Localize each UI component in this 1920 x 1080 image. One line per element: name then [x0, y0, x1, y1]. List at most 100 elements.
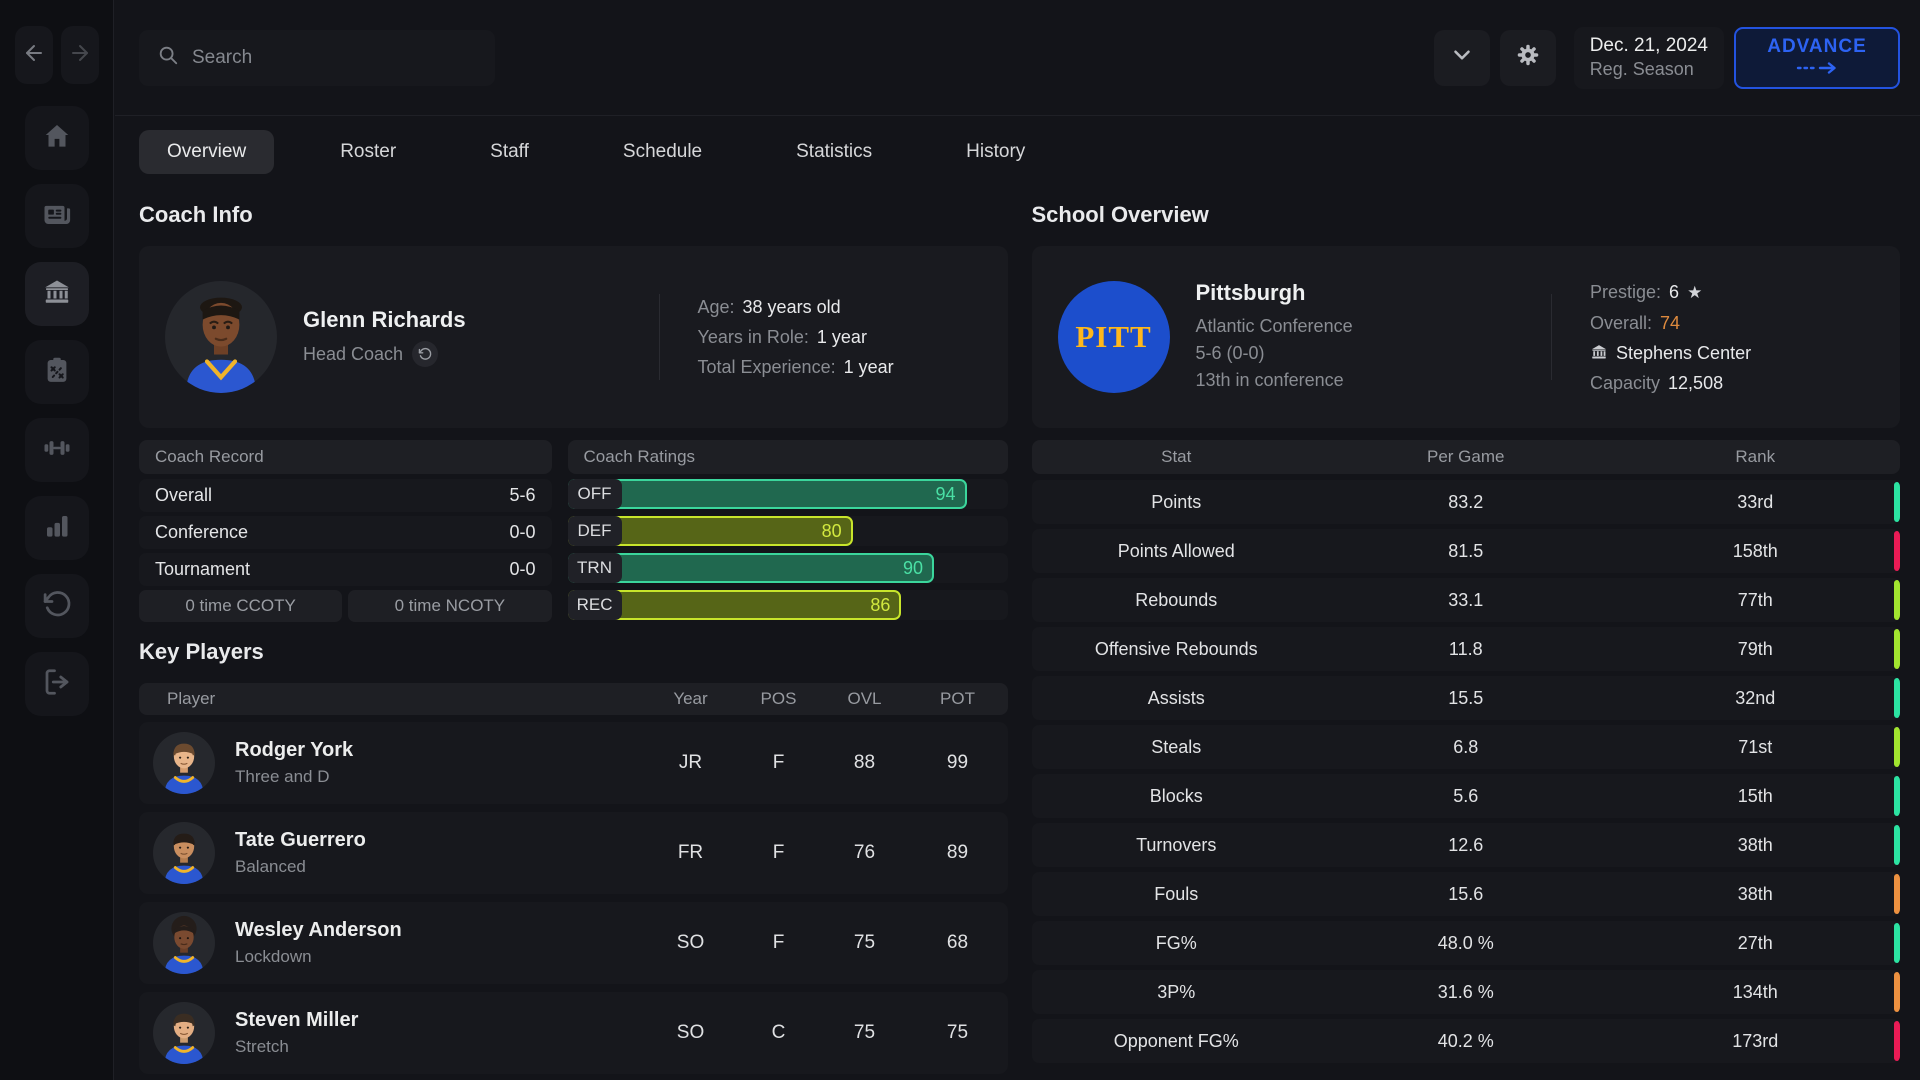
player-row-steven-miller[interactable]: Steven Miller Stretch SO C 75 75 — [139, 992, 1008, 1074]
coach-record-header: Coach Record — [139, 440, 552, 474]
strategy-clipboard-icon — [42, 355, 72, 390]
stat-per-game: 40.2 % — [1437, 1030, 1494, 1051]
game-date: Dec. 21, 2024 Reg. Season — [1573, 26, 1724, 89]
coach-record-panel: Coach Record Overall 5-6 Conference 0-0 To… — [139, 440, 552, 627]
collapse-button[interactable] — [1433, 29, 1490, 86]
record-row-overall: Overall 5-6 — [139, 479, 552, 512]
player-pot: 75 — [946, 1022, 969, 1043]
prestige-label: Prestige: — [1590, 281, 1662, 302]
player-year: SO — [676, 932, 705, 953]
school-logo: PITT — [1057, 281, 1170, 393]
player-name: Tate Guerrero — [235, 829, 366, 851]
settings-button[interactable] — [1499, 29, 1556, 86]
tab-overview[interactable]: Overview — [139, 130, 275, 174]
rating-label: DEF — [567, 516, 622, 546]
season-phase-text: Reg. Season — [1589, 59, 1694, 79]
player-row-tate-guerrero[interactable]: Tate Guerrero Balanced FR F 76 89 — [139, 812, 1008, 894]
sidebar-item-news[interactable] — [24, 184, 89, 248]
player-row-rodger-york[interactable]: Rodger York Three and D JR F 88 99 — [139, 722, 1008, 804]
back-arrow-button[interactable] — [14, 26, 53, 84]
sidebar-item-history[interactable] — [24, 574, 89, 638]
coach-card-divider — [658, 294, 660, 380]
sidebar-item-training[interactable] — [24, 418, 89, 482]
key-players-title: Key Players — [139, 639, 264, 664]
capacity-label: Capacity — [1590, 372, 1661, 393]
stat-row-turnovers: Turnovers 12.6 38th — [1031, 823, 1900, 867]
search-input[interactable] — [192, 46, 477, 69]
tab-history[interactable]: History — [966, 141, 1026, 162]
history-clock-icon — [42, 589, 72, 624]
rank-indicator — [1894, 727, 1900, 767]
sidebar-item-stats[interactable] — [24, 496, 89, 560]
topbar-right: Dec. 21, 2024 Reg. Season ADVANCE — [1433, 26, 1900, 89]
school-identity: PITT Pittsburgh Atlantic Conference 5-6 … — [1057, 280, 1552, 394]
rating-label: OFF — [567, 479, 622, 509]
search-box[interactable] — [139, 29, 495, 86]
stat-row-opponent-fg-pct: Opponent FG% 40.2 % 173rd — [1031, 1019, 1900, 1063]
stat-rank: 32nd — [1735, 687, 1776, 708]
stat-per-game: 48.0 % — [1437, 932, 1494, 953]
coach-column: Coach Info Glenn Richards Head Coach — [139, 190, 1008, 1080]
rank-indicator — [1894, 825, 1900, 865]
rating-label: TRN — [567, 553, 622, 583]
tab-statistics[interactable]: Statistics — [796, 141, 873, 162]
school-name-block: Pittsburgh Atlantic Conference 5-6 (0-0)… — [1196, 280, 1353, 394]
stat-name: FG% — [1155, 932, 1197, 953]
stat-row-3p-pct: 3P% 31.6 % 134th — [1031, 970, 1900, 1014]
advance-button[interactable]: ADVANCE — [1734, 26, 1900, 89]
tab-schedule[interactable]: Schedule — [622, 141, 703, 162]
player-pos: F — [772, 752, 785, 773]
player-pot: 89 — [946, 842, 969, 863]
player-ovl: 75 — [853, 932, 876, 953]
column-per-game: Per Game — [1427, 447, 1505, 466]
logout-icon — [42, 667, 72, 702]
stat-per-game: 6.8 — [1453, 736, 1479, 757]
age-label: Age: — [697, 297, 735, 317]
school-details: Prestige: 6 ★ Overall: 74 Stephens Cente… — [1552, 277, 1874, 398]
stat-name: Steals — [1151, 736, 1202, 757]
forward-arrow-button[interactable] — [60, 26, 99, 84]
stat-name: Blocks — [1149, 785, 1203, 806]
gear-icon — [1515, 42, 1541, 73]
rank-indicator — [1894, 580, 1900, 620]
stat-rank: 77th — [1737, 589, 1773, 610]
sidebar-item-playbook[interactable] — [24, 340, 89, 404]
capacity-value: 12,508 — [1668, 372, 1724, 393]
player-avatar — [153, 912, 215, 974]
column-year: Year — [673, 689, 708, 708]
years-in-role-value: 1 year — [816, 327, 867, 347]
stat-name: 3P% — [1157, 981, 1196, 1002]
advance-arrow-icon — [1795, 61, 1839, 79]
tab-roster[interactable]: Roster — [340, 141, 397, 162]
dumbbell-icon — [42, 433, 72, 468]
column-stat: Stat — [1161, 447, 1192, 466]
record-value: 0-0 — [509, 522, 536, 542]
school-card: PITT Pittsburgh Atlantic Conference 5-6 … — [1031, 246, 1900, 428]
sidebar-item-school[interactable] — [24, 262, 89, 326]
sidebar-item-home[interactable] — [24, 106, 89, 170]
key-players-header: Player Year POS OVL POT — [139, 683, 1008, 715]
column-rank: Rank — [1735, 447, 1776, 466]
player-row-wesley-anderson[interactable]: Wesley Anderson Lockdown SO F 75 68 — [139, 902, 1008, 984]
sidebar-item-exit[interactable] — [24, 652, 89, 716]
stat-row-rebounds: Rebounds 33.1 77th — [1031, 578, 1900, 622]
coach-history-icon[interactable] — [412, 341, 439, 367]
rank-indicator — [1894, 678, 1900, 718]
bar-chart-icon — [42, 511, 72, 546]
stat-row-points-allowed: Points Allowed 81.5 158th — [1031, 529, 1900, 573]
stat-per-game: 11.8 — [1448, 638, 1483, 659]
school-card-divider — [1551, 294, 1552, 380]
player-year: JR — [678, 752, 703, 773]
player-archetype: Stretch — [235, 1037, 289, 1056]
rank-indicator — [1894, 923, 1900, 963]
player-pot: 99 — [946, 752, 969, 773]
coach-name-block: Glenn Richards Head Coach — [303, 307, 466, 367]
player-pos: F — [772, 842, 785, 863]
stat-name: Opponent FG% — [1113, 1030, 1239, 1051]
stat-rank: 71st — [1738, 736, 1773, 757]
rank-indicator — [1894, 482, 1900, 522]
player-name: Wesley Anderson — [235, 919, 402, 941]
player-avatar — [153, 1002, 215, 1064]
stat-name: Points — [1151, 491, 1202, 512]
tab-staff[interactable]: Staff — [490, 141, 529, 162]
